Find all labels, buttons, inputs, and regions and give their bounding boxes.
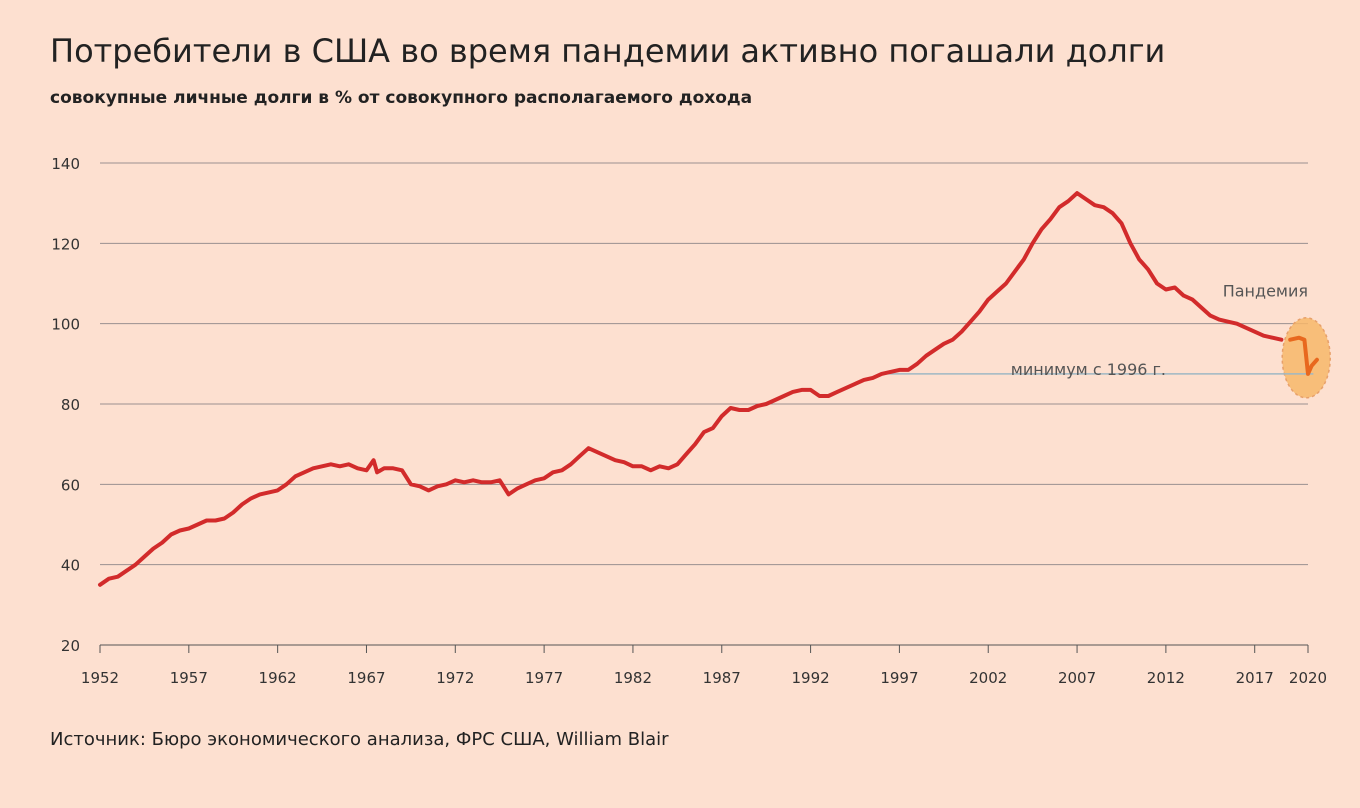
x-tick-label: 1977 [525, 669, 563, 687]
x-tick-label: 1962 [259, 669, 297, 687]
x-tick-label: 2007 [1058, 669, 1096, 687]
x-tick-label: 2017 [1236, 669, 1274, 687]
x-tick-label: 2002 [969, 669, 1007, 687]
y-tick-labels: 20 40 60 80 100 120 140 [51, 155, 80, 655]
x-tick-label: 1972 [436, 669, 474, 687]
y-tick-label: 80 [61, 396, 80, 414]
x-tick-label: 1992 [791, 669, 829, 687]
annotation-min-1996: минимум с 1996 г. [1011, 360, 1166, 379]
grid-lines [100, 162, 1308, 646]
source-note: Источник: Бюро экономического анализа, Ф… [50, 729, 669, 750]
x-tick-label: 1967 [347, 669, 385, 687]
x-tick-label: 2012 [1147, 669, 1185, 687]
x-tick-labels: 1952 1957 1962 1967 1972 1977 1982 1987 1992 1997… [81, 645, 1327, 687]
y-tick-label: 60 [61, 476, 80, 494]
x-tick-label: 1952 [81, 669, 119, 687]
annotation-pandemic: Пандемия [1223, 282, 1308, 301]
y-tick-label: 120 [51, 235, 80, 253]
x-tick-label: 1982 [614, 669, 652, 687]
annotations: Пандемия минимум с 1996 г. [1011, 282, 1308, 379]
x-tick-label: 1957 [170, 669, 208, 687]
x-tick-label: 1987 [703, 669, 741, 687]
series-lines [98, 191, 1319, 587]
chart-subtitle: совокупные личные долги в % от совокупно… [50, 88, 753, 108]
y-tick-label: 100 [51, 316, 80, 334]
y-tick-label: 20 [61, 637, 80, 655]
x-tick-label: 2020 [1289, 669, 1327, 687]
x-tick-label: 1997 [880, 669, 918, 687]
y-tick-label: 40 [61, 557, 80, 575]
series-line-pandemic [1288, 335, 1319, 376]
chart-title: Потребители в США во время пандемии акти… [50, 32, 1166, 70]
series-line-debt [98, 191, 1284, 587]
y-tick-label: 140 [51, 155, 80, 173]
